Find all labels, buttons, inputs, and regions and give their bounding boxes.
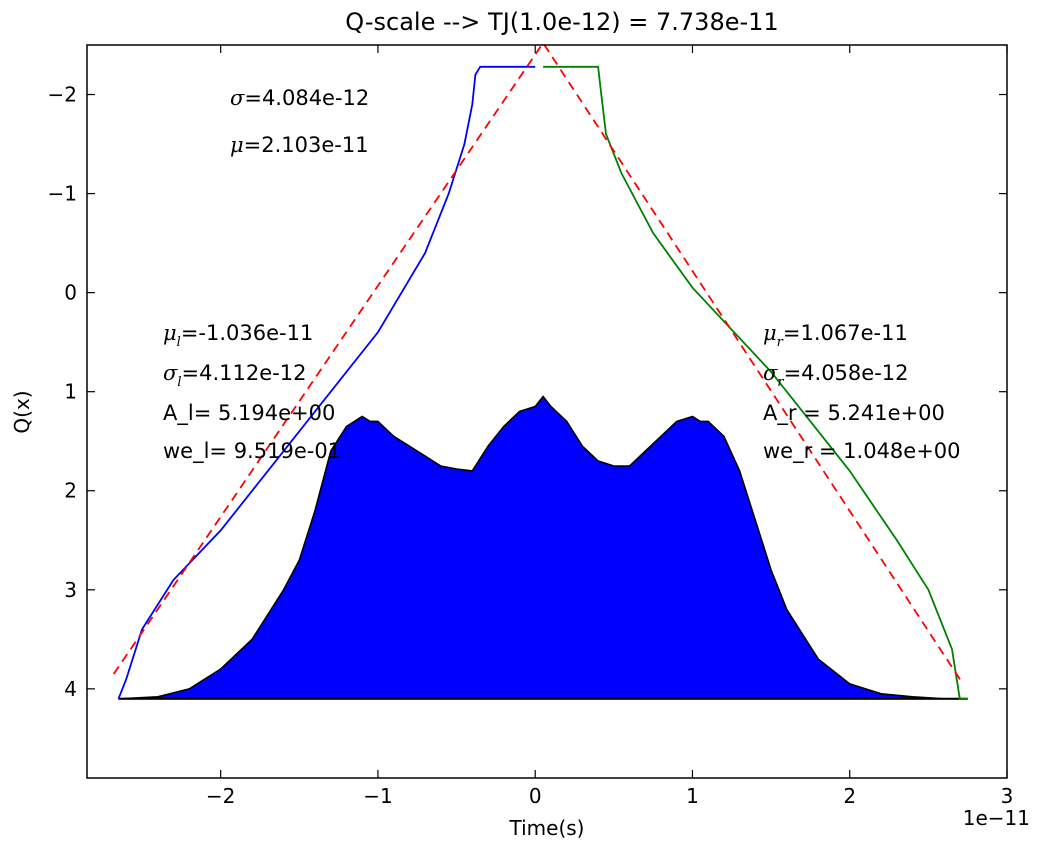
y-axis: −2 −1 0 1 2 3 4 xyxy=(48,83,1007,701)
y-tick-label: 4 xyxy=(64,677,77,701)
histogram-area xyxy=(118,395,968,700)
y-tick-label: 1 xyxy=(64,380,77,404)
annotation-a-r: A_r = 5.241e+00 xyxy=(763,401,945,426)
annotation-sigma-r: σr=4.058e-12 xyxy=(763,361,909,390)
annotation-mu-l: μl=-1.036e-11 xyxy=(163,321,313,350)
plot-frame xyxy=(86,44,1008,779)
annotation-sigma-l: σl=4.112e-12 xyxy=(163,361,306,390)
x-tick-label: 2 xyxy=(843,784,856,808)
annotation-sigma: σ=4.084e-12 xyxy=(230,86,369,110)
y-tick-label: 2 xyxy=(64,479,77,503)
x-tick-label: 0 xyxy=(529,784,542,808)
x-tick-label: −2 xyxy=(206,784,235,808)
y-tick-label: −1 xyxy=(48,182,77,206)
y-tick-label: 0 xyxy=(64,281,77,305)
x-tick-label: 3 xyxy=(1001,784,1014,808)
y-axis-label: Q(x) xyxy=(10,390,34,433)
plot-area xyxy=(86,41,1008,779)
x-offset-label: 1e−11 xyxy=(963,806,1030,830)
annotation-we-r: we_r = 1.048e+00 xyxy=(763,439,961,464)
annotation-mu-r: μr=1.067e-11 xyxy=(763,321,908,350)
y-tick-label: 3 xyxy=(64,578,77,602)
annotations: σ=4.084e-12 μ=2.103e-11 μl=-1.036e-11 σl… xyxy=(163,86,961,464)
x-tick-label: 1 xyxy=(686,784,699,808)
x-tick-label: −1 xyxy=(363,784,392,808)
annotation-mu: μ=2.103e-11 xyxy=(230,133,369,157)
left-curve xyxy=(117,65,536,700)
x-axis-label: Time(s) xyxy=(509,816,585,840)
annotation-we-l: we_l= 9.519e-01 xyxy=(163,439,341,464)
right-curve xyxy=(543,65,968,700)
series-layer xyxy=(112,41,968,700)
annotation-a-l: A_l= 5.194e+00 xyxy=(163,401,335,426)
y-tick-label: −2 xyxy=(48,83,77,107)
chart-title: Q-scale --> TJ(1.0e-12) = 7.738e-11 xyxy=(345,8,778,36)
x-axis: −2 −1 0 1 2 3 xyxy=(206,45,1013,808)
